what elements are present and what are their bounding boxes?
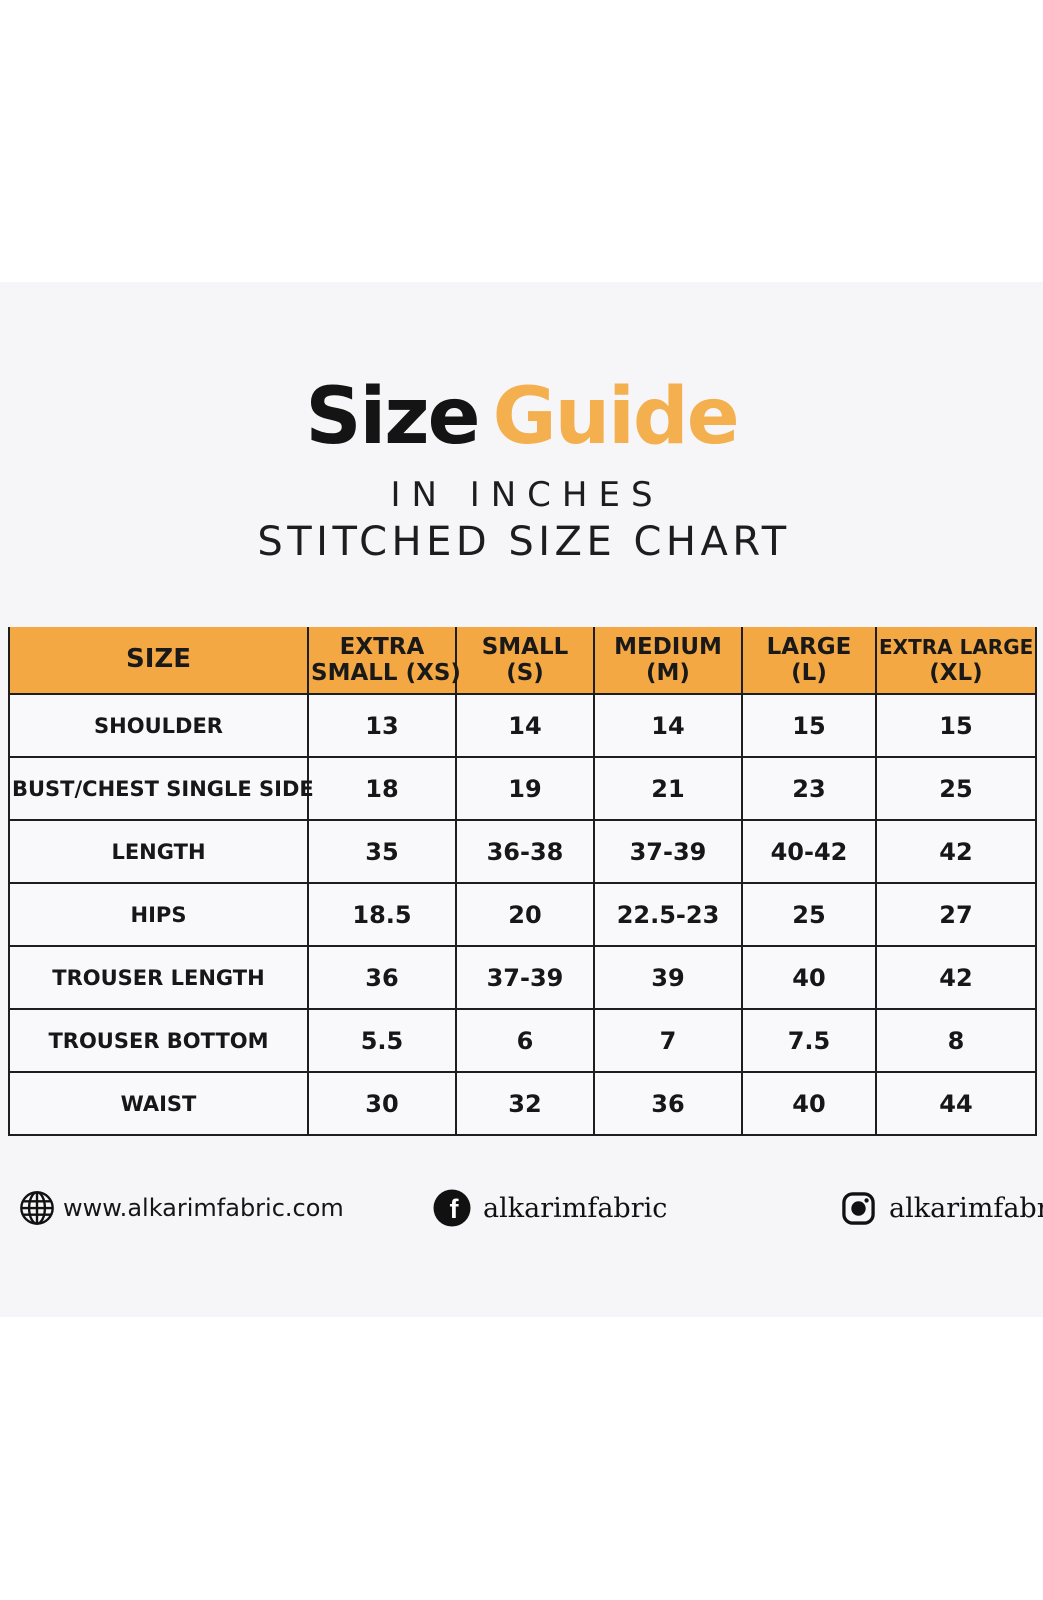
- cell: 36-38: [455, 819, 595, 884]
- cell: 21: [593, 756, 743, 821]
- cell: 8: [875, 1008, 1037, 1073]
- cell: 22.5-23: [593, 882, 743, 947]
- cell: 14: [455, 693, 595, 758]
- page-title-black: Size: [305, 372, 480, 462]
- row-label: HIPS: [8, 882, 309, 947]
- header-row: SIZE EXTRA SMALL (XS) SMALL (S) MEDIUM (M) …: [8, 627, 1037, 695]
- cell: 39: [593, 945, 743, 1010]
- cell: 19: [455, 756, 595, 821]
- cell: 35: [307, 819, 457, 884]
- instagram-handle: alkarimfabrics: [889, 1192, 1043, 1224]
- cell: 6: [455, 1008, 595, 1073]
- column-header-m: MEDIUM (M): [593, 627, 743, 695]
- row-label: TROUSER LENGTH: [8, 945, 309, 1010]
- cell: 20: [455, 882, 595, 947]
- cell: 42: [875, 819, 1037, 884]
- column-header-xs: EXTRA SMALL (XS): [307, 627, 461, 695]
- cell: 42: [875, 945, 1037, 1010]
- cell: 15: [875, 693, 1037, 758]
- facebook-handle: alkarimfabric: [483, 1192, 668, 1224]
- cell: 36: [307, 945, 457, 1010]
- cell: 40: [741, 945, 877, 1010]
- cell: 36: [593, 1071, 743, 1136]
- row-label: BUST/CHEST SINGLE SIDE: [8, 756, 314, 821]
- row-label: SHOULDER: [8, 693, 309, 758]
- cell: 13: [307, 693, 457, 758]
- cell: 44: [875, 1071, 1037, 1136]
- column-header-size: SIZE: [8, 627, 309, 695]
- cell: 15: [741, 693, 877, 758]
- table-row: BUST/CHEST SINGLE SIDE 18 19 21 23 25: [8, 756, 1037, 821]
- instagram-icon: [841, 1191, 876, 1226]
- subtitle-stitched-size-chart: STITCHED SIZE CHART: [257, 519, 791, 565]
- table-row: HIPS 18.5 20 22.5-23 25 27: [8, 882, 1037, 947]
- svg-text:f: f: [450, 1194, 460, 1224]
- cell: 25: [741, 882, 877, 947]
- facebook-icon: f: [433, 1189, 471, 1227]
- cell: 37-39: [455, 945, 595, 1010]
- table-row: LENGTH 35 36-38 37-39 40-42 42: [8, 819, 1037, 884]
- column-header-l: LARGE (L): [741, 627, 877, 695]
- row-label: TROUSER BOTTOM: [8, 1008, 309, 1073]
- cell: 18.5: [307, 882, 457, 947]
- column-header-s: SMALL (S): [455, 627, 595, 695]
- cell: 40: [741, 1071, 877, 1136]
- cell: 7: [593, 1008, 743, 1073]
- cell: 37-39: [593, 819, 743, 884]
- cell: 25: [875, 756, 1037, 821]
- website-url: www.alkarimfabric.com: [63, 1194, 344, 1222]
- cell: 27: [875, 882, 1037, 947]
- table-row: TROUSER BOTTOM 5.5 6 7 7.5 8: [8, 1008, 1037, 1073]
- cell: 23: [741, 756, 877, 821]
- cell: 18: [307, 756, 457, 821]
- cell: 40-42: [741, 819, 877, 884]
- page-title: Size Guide: [0, 378, 1043, 456]
- table-row: WAIST 30 32 36 40 44: [8, 1071, 1037, 1136]
- footer-website: www.alkarimfabric.com: [18, 1186, 344, 1230]
- cell: 7.5: [741, 1008, 877, 1073]
- size-chart-table: SIZE EXTRA SMALL (XS) SMALL (S) MEDIUM (M) …: [8, 627, 1037, 1136]
- footer-facebook: f alkarimfabric: [433, 1186, 667, 1230]
- row-label: LENGTH: [8, 819, 309, 884]
- cell: 14: [593, 693, 743, 758]
- footer-instagram: alkarimfabrics: [841, 1186, 1043, 1230]
- table-row: TROUSER LENGTH 36 37-39 39 40 42: [8, 945, 1037, 1010]
- globe-icon: [18, 1189, 56, 1227]
- cell: 32: [455, 1071, 595, 1136]
- page-title-orange: Guide: [492, 372, 740, 462]
- cell: 30: [307, 1071, 457, 1136]
- row-label: WAIST: [8, 1071, 309, 1136]
- column-header-xl: EXTRA LARGE (XL): [875, 627, 1037, 695]
- subtitle-in-inches: IN INCHES: [390, 475, 664, 515]
- cell: 5.5: [307, 1008, 457, 1073]
- table-row: SHOULDER 13 14 14 15 15: [8, 693, 1037, 758]
